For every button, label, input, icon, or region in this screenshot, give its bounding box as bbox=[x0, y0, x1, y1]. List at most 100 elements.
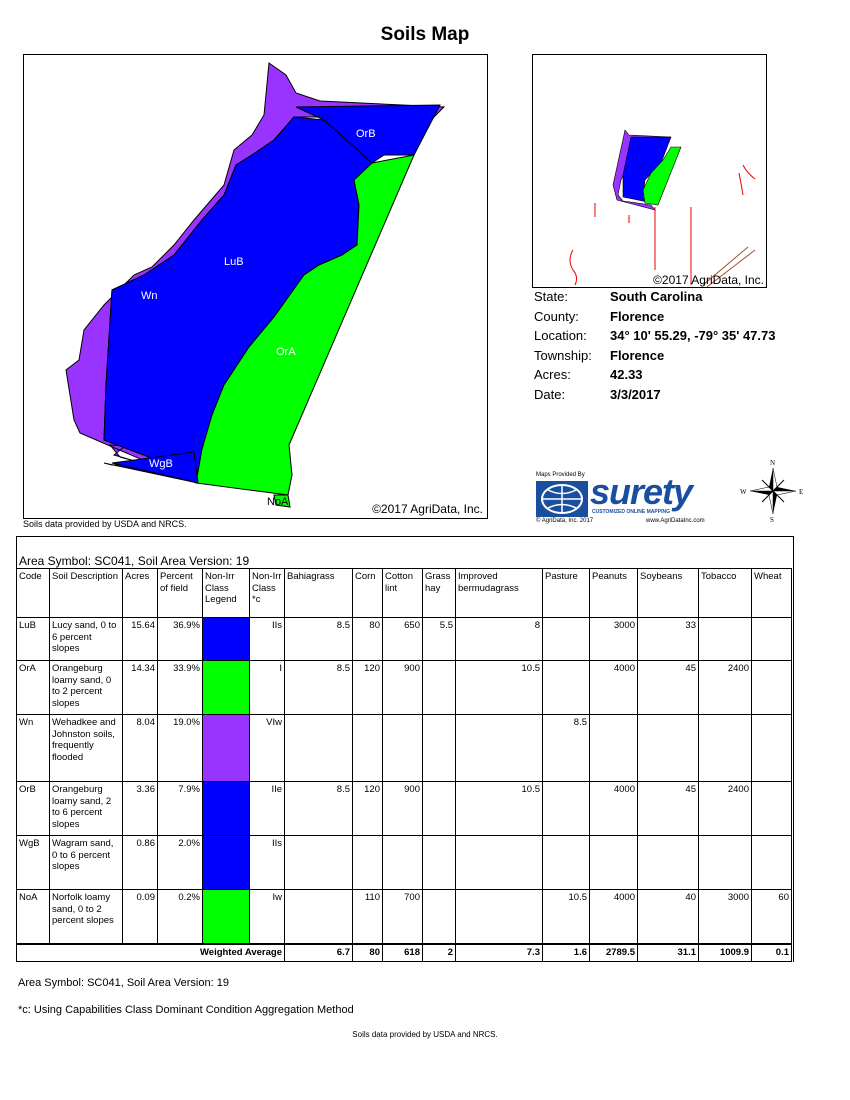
cell-tobacco: 2400 bbox=[698, 781, 752, 836]
cell-description: Lucy sand, 0 to 6 percent slopes bbox=[49, 617, 123, 661]
inset-copyright: ©2017 AgriData, Inc. bbox=[653, 273, 764, 287]
cell-percent: 36.9% bbox=[157, 617, 203, 661]
cell-bahiagrass bbox=[284, 835, 353, 890]
cell-corn: 110 bbox=[352, 889, 383, 945]
cell-peanuts: 4000 bbox=[589, 889, 638, 945]
cell-acres: 0.86 bbox=[122, 835, 158, 890]
soils-table-container: Area Symbol: SC041, Soil Area Version: 1… bbox=[16, 536, 794, 962]
cell-grass-hay bbox=[422, 889, 456, 945]
cell-wheat bbox=[751, 835, 792, 890]
cell-bermudagrass: 8 bbox=[455, 617, 543, 661]
cell-percent: 7.9% bbox=[157, 781, 203, 836]
cell-cotton: 900 bbox=[382, 660, 423, 715]
map-label-ora: OrA bbox=[276, 346, 296, 358]
soils-map[interactable]: OrB LuB Wn OrA WgB NoA ©2017 AgriData, I… bbox=[23, 54, 488, 519]
info-value: Florence bbox=[610, 308, 665, 324]
col-header: Soil Description bbox=[49, 568, 123, 618]
map-label-wgb: WgB bbox=[149, 458, 173, 470]
cell-bahiagrass bbox=[284, 889, 353, 945]
cell-code: WgB bbox=[16, 835, 50, 890]
compass-e: E bbox=[799, 488, 803, 496]
cell-corn: 120 bbox=[352, 660, 383, 715]
info-label: Acres: bbox=[534, 367, 571, 383]
footnote-c: *c: Using Capabilities Class Dominant Co… bbox=[18, 1004, 354, 1016]
cell-bahiagrass: 8.5 bbox=[284, 660, 353, 715]
info-label: State: bbox=[534, 289, 568, 304]
cell-soybeans bbox=[637, 835, 699, 890]
logo-tagline: CUSTOMIZED ONLINE MAPPING bbox=[592, 509, 670, 515]
soils-table: Code Soil Description Acres Percent of f… bbox=[16, 568, 792, 962]
logo-brand: surety bbox=[590, 471, 693, 512]
col-header: Wheat bbox=[751, 568, 792, 618]
cell-bahiagrass: 8.5 bbox=[284, 781, 353, 836]
cell-percent: 2.0% bbox=[157, 835, 203, 890]
legend-swatch bbox=[203, 715, 249, 781]
table-row: WgB Wagram sand, 0 to 6 percent slopes 0.8… bbox=[16, 835, 792, 890]
info-value: Florence bbox=[610, 347, 665, 363]
table-row: OrA Orangeburg loamy sand, 0 to 2 percent… bbox=[16, 660, 792, 715]
table-row: Wn Wehadkee and Johnston soils, frequentl… bbox=[16, 714, 792, 782]
legend-swatch bbox=[203, 661, 249, 714]
cell-class: Iw bbox=[249, 889, 285, 945]
table-row: LuB Lucy sand, 0 to 6 percent slopes 15.64… bbox=[16, 617, 792, 661]
col-header: Cotton lint bbox=[382, 568, 423, 618]
cell-tobacco bbox=[698, 835, 752, 890]
cell-corn bbox=[352, 835, 383, 890]
globe-icon bbox=[536, 481, 588, 517]
cell-pasture bbox=[542, 835, 590, 890]
col-header: Improved bermudagrass bbox=[455, 568, 543, 618]
inset-map[interactable]: ©2017 AgriData, Inc. bbox=[532, 54, 767, 288]
info-row-location: Location: 34° 10' 55.29, -79° 35' 47.73 bbox=[534, 328, 775, 348]
cell-code: OrB bbox=[16, 781, 50, 836]
cell-cotton bbox=[382, 835, 423, 890]
cell-code: LuB bbox=[16, 617, 50, 661]
info-label: Date: bbox=[534, 386, 566, 402]
info-label: Township: bbox=[534, 347, 592, 363]
cell-legend bbox=[202, 835, 250, 890]
wa-wheat: 0.1 bbox=[751, 943, 792, 962]
col-header: Percent of field bbox=[157, 568, 203, 618]
cell-legend bbox=[202, 660, 250, 715]
cell-acres: 14.34 bbox=[122, 660, 158, 715]
wa-corn: 80 bbox=[352, 943, 383, 962]
cell-acres: 0.09 bbox=[122, 889, 158, 945]
map-source: Soils data provided by USDA and NRCS. bbox=[23, 519, 187, 529]
info-value: 34° 10' 55.29, -79° 35' 47.73 bbox=[610, 328, 776, 344]
table-header-row: Code Soil Description Acres Percent of f… bbox=[16, 568, 792, 618]
cell-pasture: 10.5 bbox=[542, 889, 590, 945]
wa-pasture: 1.6 bbox=[542, 943, 590, 962]
info-value: South Carolina bbox=[610, 289, 703, 304]
info-row-township: Township: Florence bbox=[534, 348, 775, 368]
col-header: Grass hay bbox=[422, 568, 456, 618]
info-value: 42.33 bbox=[610, 367, 643, 383]
cell-pasture bbox=[542, 781, 590, 836]
col-header: Corn bbox=[352, 568, 383, 618]
info-value: 3/3/2017 bbox=[610, 386, 661, 402]
map-label-orb: OrB bbox=[356, 128, 376, 140]
legend-swatch bbox=[203, 890, 249, 943]
info-label: Location: bbox=[534, 328, 587, 344]
wa-cotton: 618 bbox=[382, 943, 423, 962]
wa-tobacco: 1009.9 bbox=[698, 943, 752, 962]
cell-wheat bbox=[751, 781, 792, 836]
cell-code: OrA bbox=[16, 660, 50, 715]
cell-wheat: 60 bbox=[751, 889, 792, 945]
col-header: Non-Irr Class *c bbox=[249, 568, 285, 618]
table-row: OrB Orangeburg loamy sand, 2 to 6 percent… bbox=[16, 781, 792, 836]
cell-peanuts bbox=[589, 835, 638, 890]
cell-description: Wehadkee and Johnston soils, frequently … bbox=[49, 714, 123, 782]
wa-grass-hay: 2 bbox=[422, 943, 456, 962]
cell-peanuts bbox=[589, 714, 638, 782]
cell-tobacco: 2400 bbox=[698, 660, 752, 715]
inset-map-graphic bbox=[569, 129, 756, 288]
cell-acres: 3.36 bbox=[122, 781, 158, 836]
cell-class: IIs bbox=[249, 617, 285, 661]
cell-pasture: 8.5 bbox=[542, 714, 590, 782]
cell-legend bbox=[202, 714, 250, 782]
cell-peanuts: 4000 bbox=[589, 781, 638, 836]
cell-code: NoA bbox=[16, 889, 50, 945]
compass-w: W bbox=[740, 488, 747, 496]
cell-tobacco bbox=[698, 714, 752, 782]
cell-description: Wagram sand, 0 to 6 percent slopes bbox=[49, 835, 123, 890]
cell-bermudagrass: 10.5 bbox=[455, 781, 543, 836]
